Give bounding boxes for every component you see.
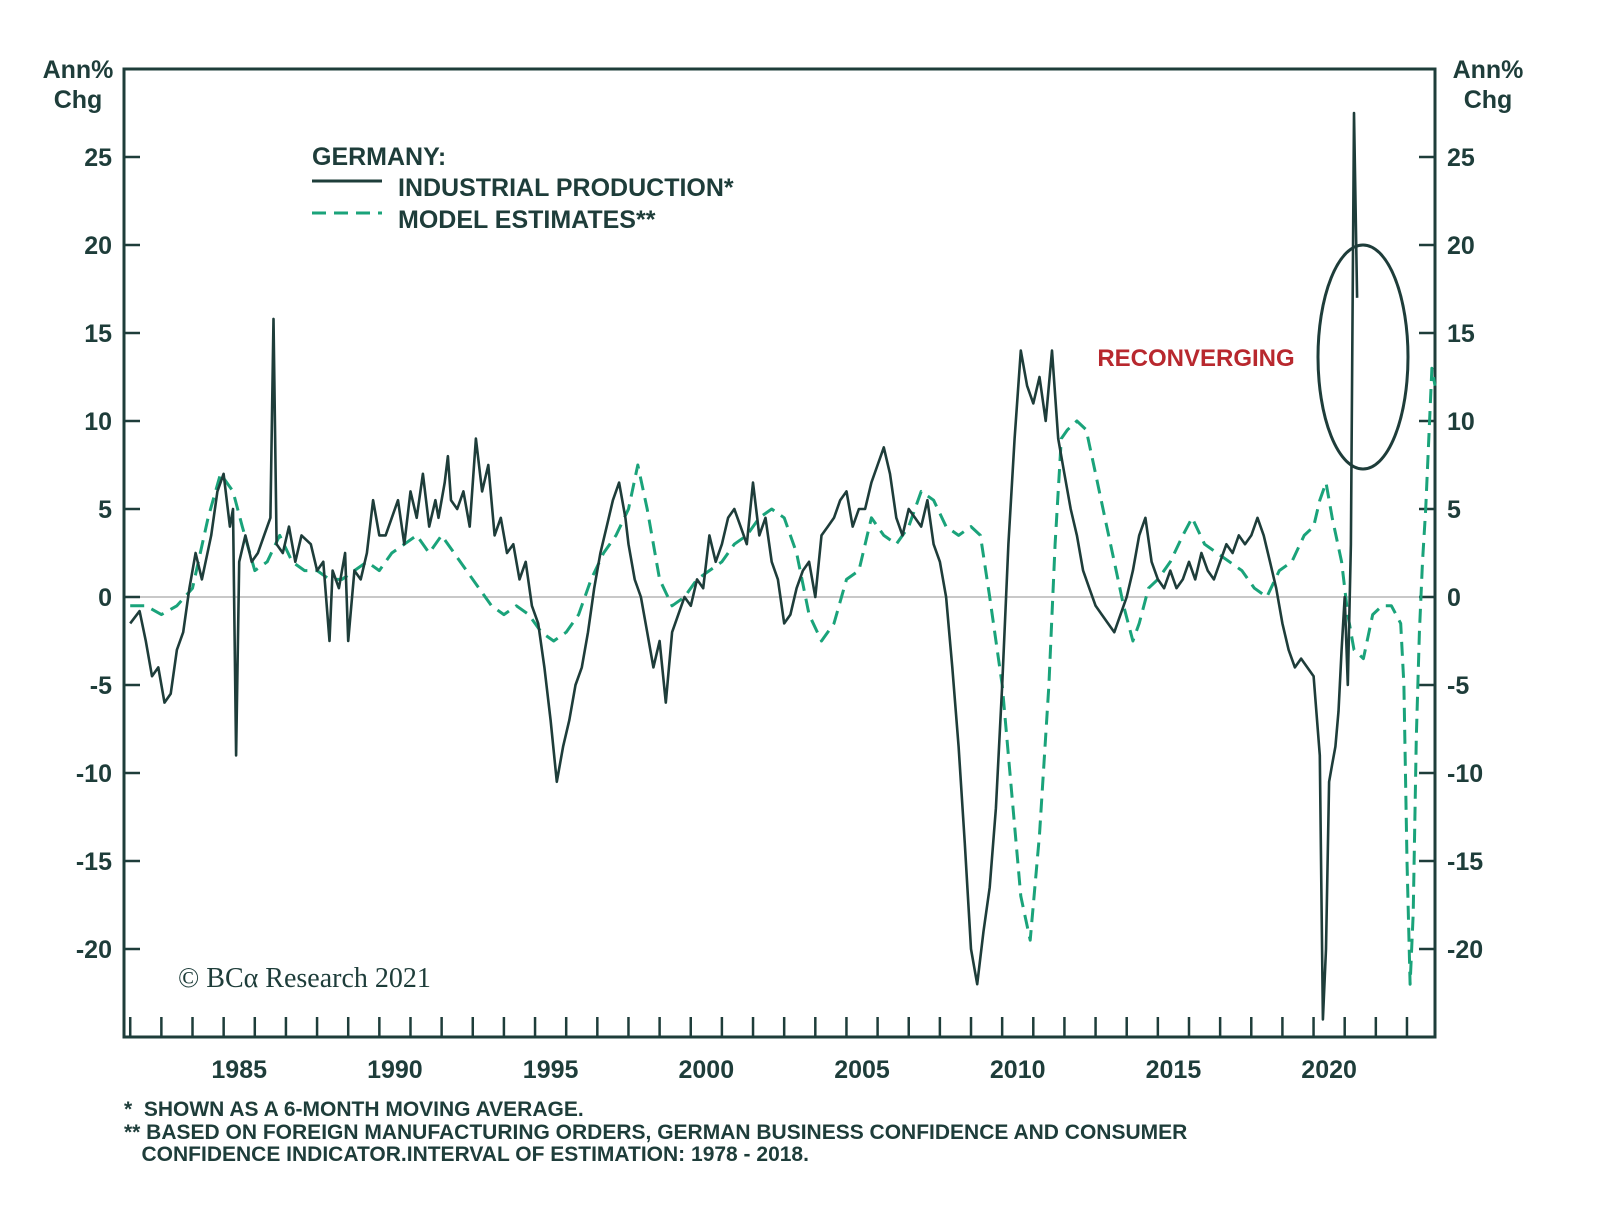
right-unit-line-2: Chg [1464,86,1513,114]
y-tick-label-left: 20 [84,232,112,260]
y-tick-label-right: -20 [1447,936,1483,964]
x-tick-label: 2005 [834,1056,890,1084]
y-tick-label-left: -20 [76,936,112,964]
y-tick-label-right: 10 [1447,408,1475,436]
y-tick-label-right: 0 [1447,584,1461,612]
x-tick-label: 1985 [211,1056,267,1084]
annotation-reconverging: RECONVERGING [1097,345,1294,372]
series-layer [129,111,1437,1021]
credit-text: © BCα Research 2021 [178,963,431,994]
x-tick-label: 2020 [1301,1056,1357,1084]
annotation-ellipse [1316,243,1410,471]
legend-label-industrial: INDUSTRIAL PRODUCTION* [398,174,734,202]
y-tick-label-right: 5 [1447,496,1461,524]
x-tick-label: 2015 [1146,1056,1202,1084]
y-tick-label-right: 20 [1447,232,1475,260]
plot-frame [122,67,1437,1039]
x-tick-label: 1995 [523,1056,579,1084]
right-unit-label: Ann% Chg [1453,56,1524,114]
y-tick-label-left: 10 [84,408,112,436]
y-tick-label-right: -5 [1447,672,1469,700]
y-tick-label-left: -5 [90,672,112,700]
y-axis-left: 25 20 15 10 5 0 -5 -10 -15 -20 [76,144,140,964]
footnote-1: * SHOWN AS A 6-MONTH MOVING AVERAGE. [124,1098,584,1121]
y-tick-label-left: 0 [98,584,112,612]
x-axis: 1985 1990 1995 2000 2005 2010 2015 2020 [128,1017,1409,1084]
y-tick-label-left: 25 [84,144,112,172]
y-tick-label-left: -10 [76,760,112,788]
y-tick-label-right: 25 [1447,144,1475,172]
x-tick-label: 2010 [990,1056,1046,1084]
legend: GERMANY: INDUSTRIAL PRODUCTION* MODEL ES… [312,143,734,234]
x-tick-label: 1990 [367,1056,423,1084]
left-unit-line-2: Chg [54,86,103,114]
legend-title: GERMANY: [312,143,446,171]
y-tick-label-right: -10 [1447,760,1483,788]
y-tick-label-left: 5 [98,496,112,524]
left-unit-line-1: Ann% [43,56,114,84]
footnote-3: CONFIDENCE INDICATOR.INTERVAL OF ESTIMAT… [124,1143,809,1166]
footnote-2: ** BASED ON FOREIGN MANUFACTURING ORDERS… [124,1121,1188,1144]
y-tick-label-right: 15 [1447,320,1475,348]
x-tick-label: 2000 [679,1056,735,1084]
y-tick-label-left: 15 [84,320,112,348]
right-unit-line-1: Ann% [1453,56,1524,84]
y-tick-label-right: -15 [1447,848,1483,876]
y-tick-label-left: -15 [76,848,112,876]
series-industrial-production-line [129,111,1359,1021]
legend-label-model: MODEL ESTIMATES** [398,206,656,234]
series-model-estimates-line [130,366,1437,986]
y-axis-right: 25 20 15 10 5 0 -5 -10 -15 -20 [1419,144,1483,964]
left-unit-label: Ann% Chg [43,56,114,114]
